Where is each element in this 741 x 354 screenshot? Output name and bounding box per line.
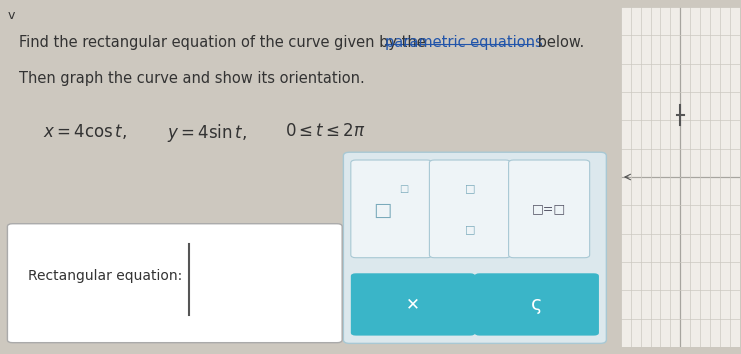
FancyBboxPatch shape: [350, 273, 475, 336]
Text: $y = 4\sin t,$: $y = 4\sin t,$: [167, 122, 247, 144]
Text: □: □: [465, 224, 475, 234]
Text: v: v: [7, 9, 15, 22]
FancyBboxPatch shape: [343, 152, 606, 343]
Text: □=□: □=□: [532, 202, 566, 215]
Text: $x = 4\cos t,$: $x = 4\cos t,$: [43, 122, 127, 141]
FancyBboxPatch shape: [474, 273, 599, 336]
Text: □: □: [373, 201, 392, 220]
FancyBboxPatch shape: [508, 160, 590, 258]
FancyBboxPatch shape: [7, 224, 342, 343]
Text: $0 \leq t \leq 2\pi$: $0 \leq t \leq 2\pi$: [285, 122, 365, 140]
Text: parametric equations: parametric equations: [385, 35, 543, 50]
Text: Find the rectangular equation of the curve given by the: Find the rectangular equation of the cur…: [19, 35, 430, 50]
Text: □: □: [399, 184, 409, 194]
Text: Then graph the curve and show its orientation.: Then graph the curve and show its orient…: [19, 71, 365, 86]
FancyBboxPatch shape: [350, 160, 432, 258]
FancyBboxPatch shape: [429, 160, 511, 258]
Text: ς: ς: [531, 295, 542, 314]
Text: □: □: [465, 184, 475, 194]
Text: Rectangular equation:: Rectangular equation:: [28, 269, 182, 283]
Text: below.: below.: [534, 35, 585, 50]
Text: ✕: ✕: [406, 296, 420, 313]
